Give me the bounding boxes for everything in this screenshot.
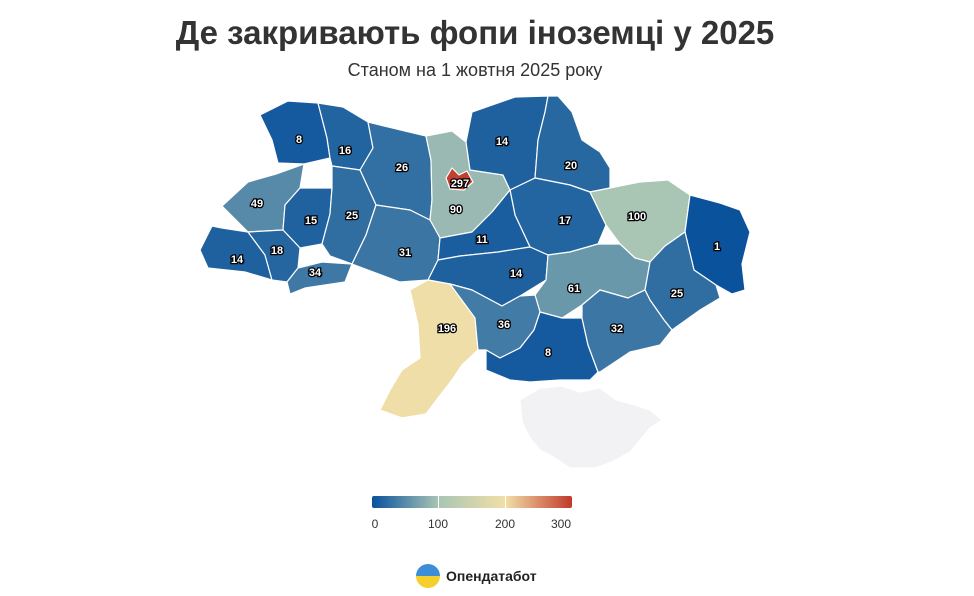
label-ivano-frankivsk: 18: [271, 245, 283, 257]
region-chernivtsi[interactable]: [286, 261, 353, 295]
regions-layer: [199, 95, 751, 469]
legend-label-200: 200: [494, 517, 516, 531]
label-luhansk: 1: [714, 241, 720, 253]
label-poltava: 17: [559, 215, 571, 227]
color-scale-legend: [372, 496, 572, 508]
region-zaporizhzhia[interactable]: [581, 289, 673, 373]
legend-label-300: 300: [550, 517, 572, 531]
label-mykolaiv: 36: [498, 319, 510, 331]
label-zaporizhzhia: 32: [611, 323, 623, 335]
brand-name: Опендатабот: [446, 568, 537, 584]
label-sumy: 20: [565, 160, 577, 172]
label-ternopil: 15: [305, 215, 317, 227]
legend-tick-100: [438, 496, 439, 508]
label-kyiv-city: 297: [451, 178, 469, 190]
label-zakarpattia: 14: [231, 254, 244, 266]
label-kirovohrad: 14: [510, 268, 523, 280]
brand-footer: Опендатабот: [416, 563, 537, 589]
region-rivne[interactable]: [317, 102, 374, 171]
label-khmelnytskyi: 25: [346, 210, 358, 222]
region-sumy[interactable]: [534, 95, 611, 193]
label-cherkasy: 11: [476, 234, 488, 246]
region-crimea: [519, 385, 663, 469]
label-chernivtsi: 34: [309, 267, 322, 279]
label-rivne: 16: [339, 145, 351, 157]
label-donetsk: 25: [671, 288, 683, 300]
region-khmelnytskyi[interactable]: [321, 165, 377, 265]
label-kyiv-oblast: 90: [450, 204, 462, 216]
label-lviv: 49: [251, 198, 263, 210]
label-dnipropetrovsk: 61: [568, 283, 580, 295]
label-odesa: 196: [438, 323, 456, 335]
label-vinnytsia: 31: [399, 247, 411, 259]
label-volyn: 8: [296, 134, 302, 146]
legend-label-100: 100: [427, 517, 449, 531]
labels-layer: 8 16 26 90 297 14 20 49 15 25 17 100 1 1…: [230, 133, 722, 361]
label-zhytomyr: 26: [396, 162, 408, 174]
label-chernihiv: 14: [496, 136, 509, 148]
opendatabot-logo-icon: [416, 564, 440, 588]
legend-tick-200: [505, 496, 506, 508]
label-kherson: 8: [545, 347, 551, 359]
map-title: Де закривають фопи іноземці у 2025: [175, 14, 775, 51]
map-subtitle: Станом на 1 жовтня 2025 року: [347, 60, 603, 80]
label-kharkiv: 100: [628, 211, 646, 223]
region-kyiv-city[interactable]: [445, 167, 474, 191]
legend-label-0: 0: [371, 517, 379, 531]
